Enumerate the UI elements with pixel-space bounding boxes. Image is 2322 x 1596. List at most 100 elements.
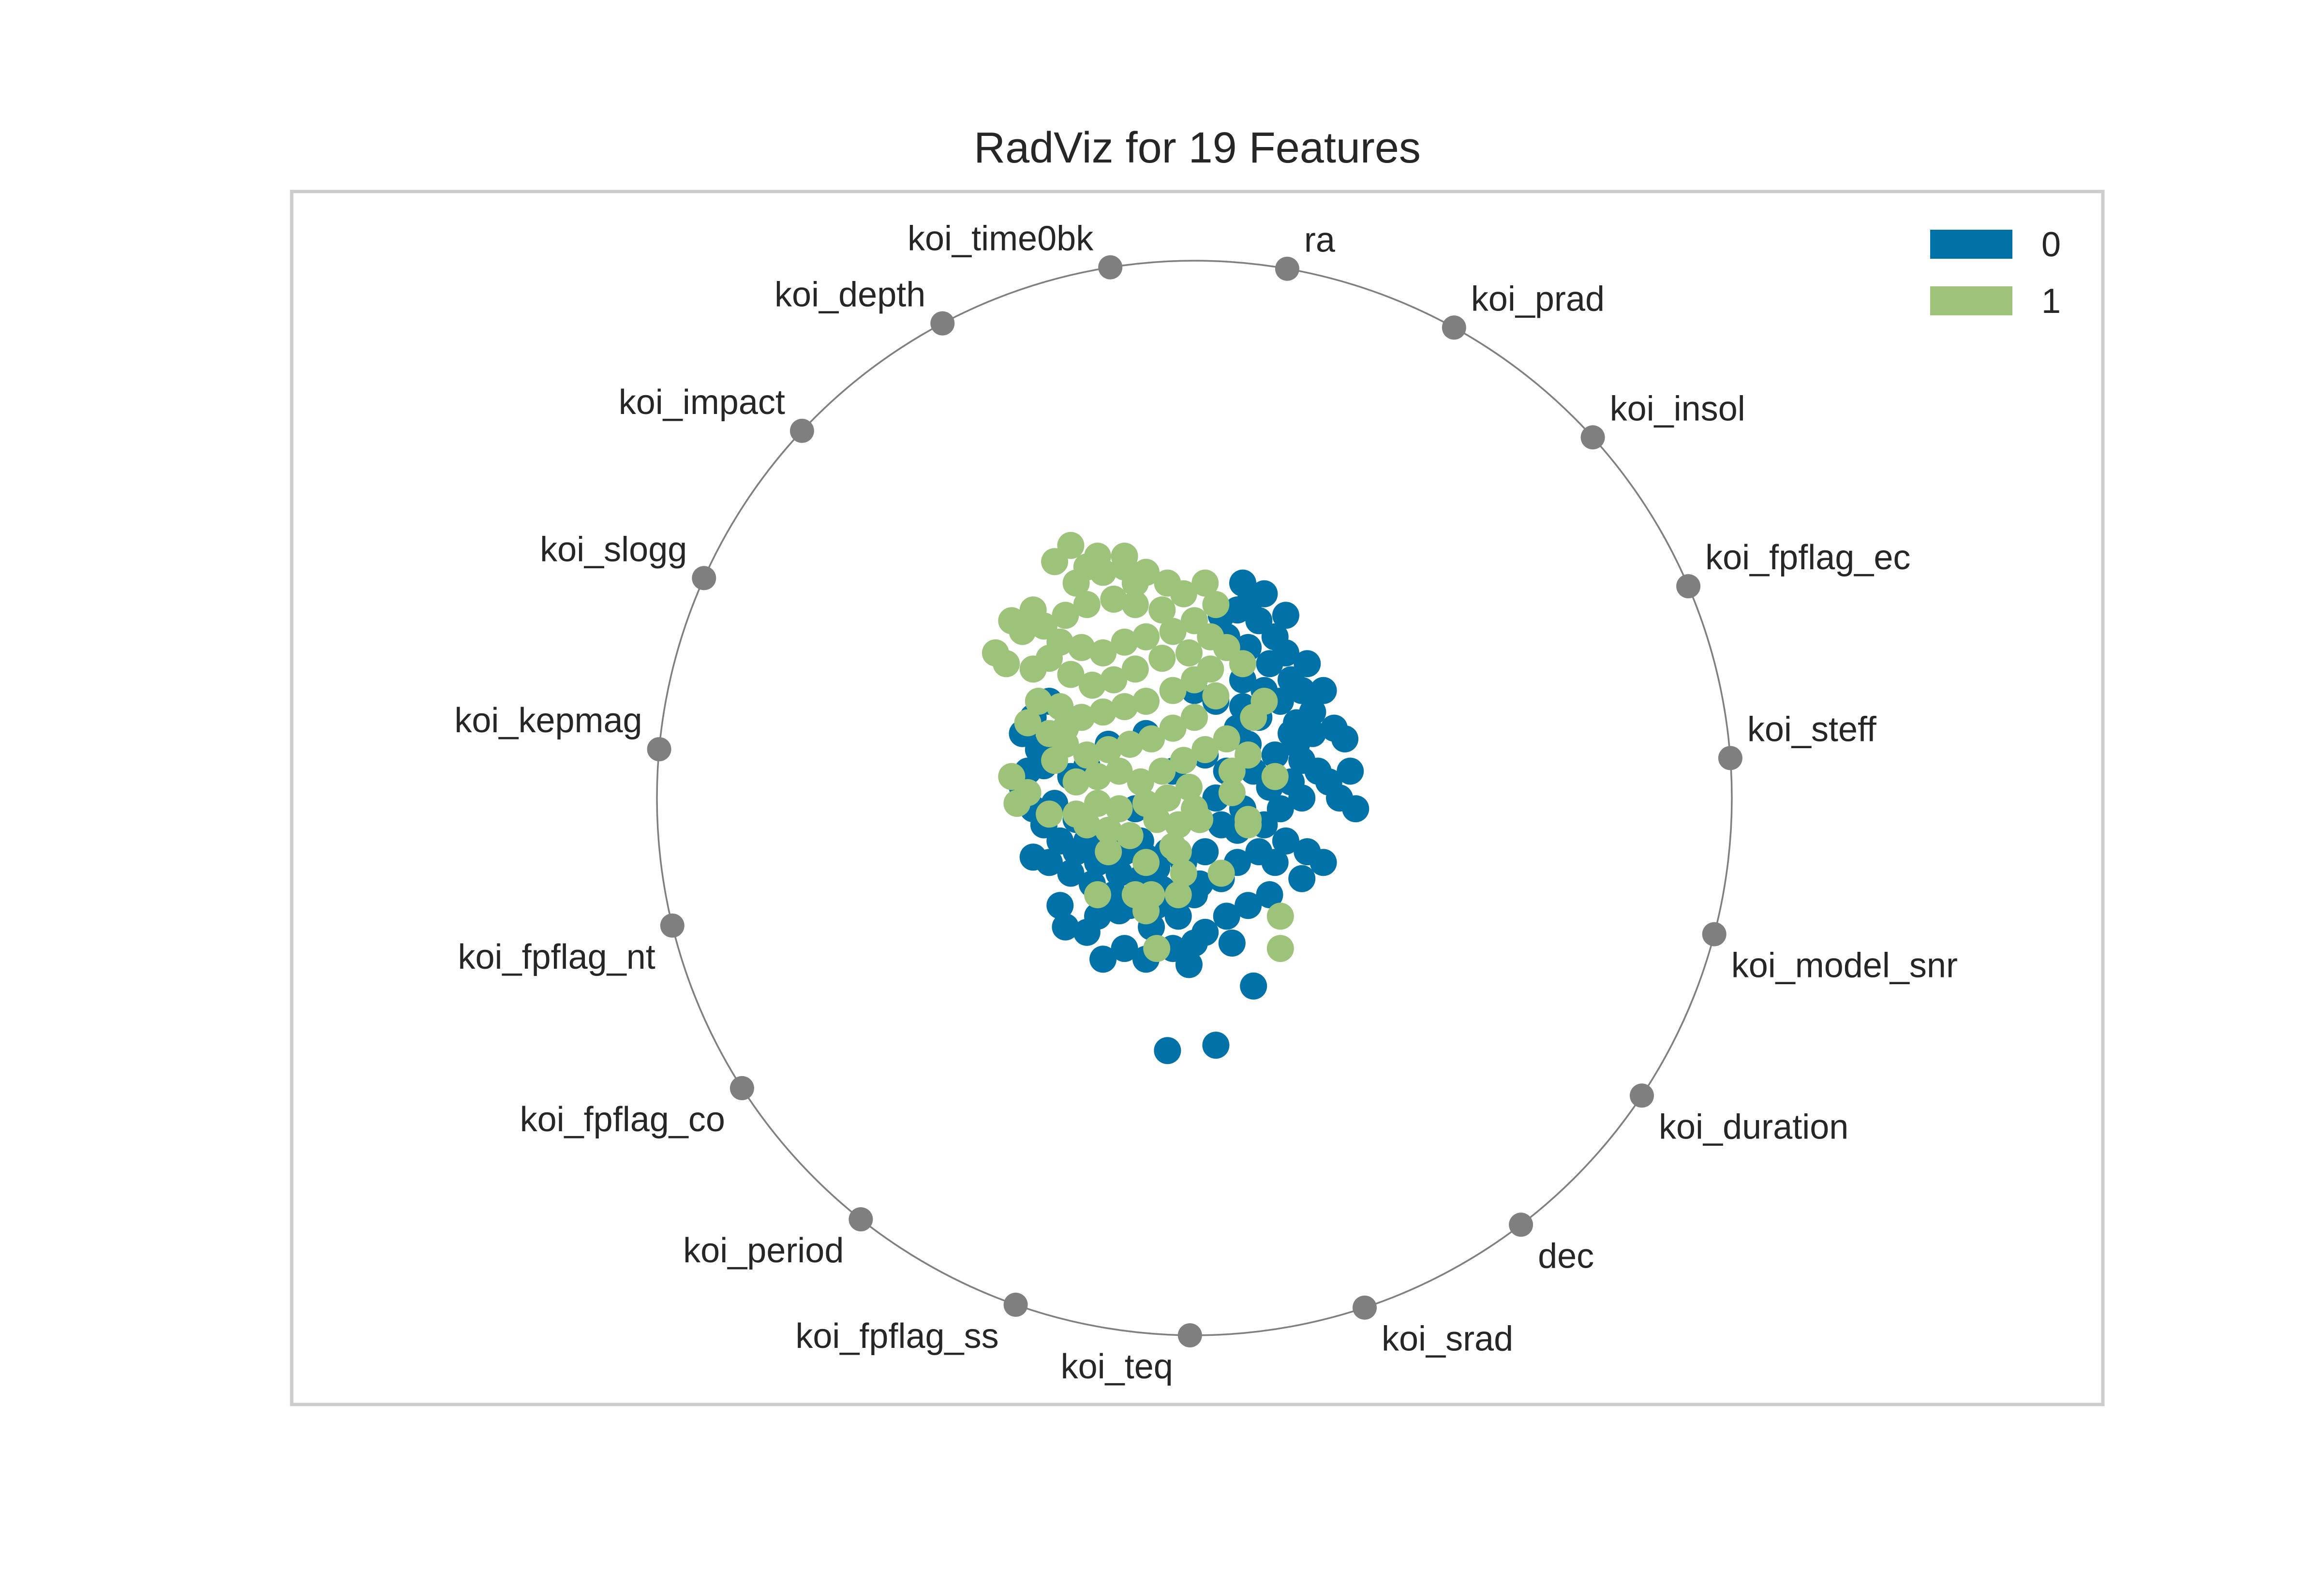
anchor-koi_duration: [1630, 1083, 1654, 1108]
point-class-1-49: [1084, 763, 1111, 790]
anchor-dec: [1509, 1212, 1533, 1237]
point-class-1-102: [1197, 623, 1224, 650]
point-class-1-39: [1202, 682, 1230, 709]
point-class-1-65: [1116, 822, 1144, 849]
point-class-1-104: [1132, 897, 1160, 925]
point-class-1-20: [1159, 618, 1187, 645]
point-class-0-110: [1261, 849, 1289, 876]
point-class-1-83: [1202, 591, 1230, 618]
point-class-1-26: [1078, 671, 1106, 699]
point-class-1-36: [1159, 677, 1187, 704]
point-class-1-17: [1089, 639, 1117, 666]
point-class-0-68: [1111, 935, 1138, 962]
point-class-0-8: [1288, 677, 1316, 704]
point-class-1-88: [1218, 779, 1246, 806]
point-class-1-50: [1105, 757, 1133, 785]
point-class-1-29: [1019, 655, 1047, 683]
point-class-1-42: [1138, 725, 1165, 753]
anchor-koi_depth: [930, 311, 955, 336]
point-class-1-62: [1143, 806, 1171, 833]
point-class-1-70: [998, 763, 1026, 790]
anchor-label-koi_srad: koi_srad: [1382, 1320, 1513, 1359]
legend-swatch-0: [1930, 230, 2012, 259]
point-class-1-59: [1105, 795, 1133, 823]
point-class-0-66: [1175, 951, 1203, 978]
point-class-0-113: [1299, 720, 1326, 747]
point-class-1-84: [1191, 569, 1219, 597]
point-class-1-109: [1052, 714, 1079, 742]
point-class-1-100: [1057, 532, 1085, 559]
anchor-label-koi_kepmag: koi_kepmag: [454, 701, 642, 740]
point-class-0-76: [1218, 930, 1246, 957]
anchor-koi_fpflag_nt: [660, 913, 685, 938]
point-class-1-40: [1181, 704, 1208, 731]
point-class-1-110: [1003, 790, 1031, 817]
point-class-1-89: [1181, 795, 1208, 823]
point-class-1-77: [1095, 838, 1122, 866]
point-class-1-6: [1170, 580, 1197, 607]
point-class-0-73: [1154, 1037, 1181, 1064]
point-class-0-88: [1294, 650, 1321, 678]
point-class-0-57: [1057, 859, 1085, 887]
point-class-1-99: [1235, 811, 1262, 839]
point-class-1-27: [1057, 661, 1085, 688]
point-class-1-54: [1191, 736, 1219, 763]
anchor-koi_impact: [789, 418, 814, 443]
point-class-1-18: [1111, 628, 1138, 656]
anchor-label-dec: dec: [1538, 1237, 1594, 1275]
point-class-0-81: [1288, 865, 1316, 892]
anchor-koi_insol: [1580, 425, 1605, 450]
point-class-0-123: [1294, 838, 1321, 866]
legend-swatch-1: [1930, 286, 2012, 315]
point-class-1-52: [1148, 757, 1176, 785]
point-class-1-24: [1121, 655, 1149, 683]
anchor-ra: [1275, 256, 1299, 281]
point-class-0-70: [1052, 913, 1079, 941]
point-class-1-106: [1266, 902, 1294, 930]
legend-label-1: 1: [2041, 282, 2061, 321]
point-class-1-23: [1148, 645, 1176, 672]
point-class-1-107: [1266, 935, 1294, 962]
point-class-0-72: [1240, 972, 1267, 1000]
point-class-1-94: [1170, 859, 1197, 887]
legend: 0 1: [1930, 225, 2061, 321]
plot-frame: [290, 190, 2105, 1406]
point-class-0-107: [1207, 811, 1235, 839]
point-class-1-31: [1046, 693, 1074, 721]
point-class-1-13: [1019, 596, 1047, 624]
point-class-1-76: [1132, 849, 1160, 876]
anchor-koi_slogg: [692, 566, 716, 591]
point-class-0-71: [1089, 946, 1117, 973]
point-class-1-105: [1164, 838, 1192, 866]
point-class-1-16: [1068, 634, 1095, 661]
point-class-1-92: [1084, 881, 1111, 908]
anchor-label-ra: ra: [1304, 221, 1336, 260]
anchor-label-koi_period: koi_period: [683, 1231, 844, 1270]
point-class-1-71: [1041, 747, 1069, 774]
point-class-0-86: [1315, 768, 1342, 796]
anchor-label-koi_depth: koi_depth: [774, 276, 925, 314]
legend-label-0: 0: [2041, 225, 2061, 264]
point-class-1-101: [1111, 543, 1138, 570]
anchor-koi_fpflag_co: [729, 1076, 754, 1100]
point-class-1-34: [1111, 693, 1138, 721]
anchor-koi_steff: [1718, 746, 1742, 770]
point-class-1-79: [1235, 741, 1262, 769]
point-class-0-58: [1046, 892, 1074, 919]
point-class-0-67: [1181, 930, 1208, 957]
point-class-0-15: [1261, 741, 1289, 769]
point-class-1-95: [1207, 859, 1235, 887]
point-class-1-44: [1095, 736, 1122, 763]
point-class-1-51: [1127, 768, 1154, 796]
point-class-0-54: [1191, 838, 1219, 866]
anchor-label-koi_time0bk: koi_time0bk: [908, 220, 1094, 258]
point-class-0-91: [1235, 591, 1262, 618]
points-layer: [982, 532, 1369, 1064]
chart-title: RadViz for 19 Features: [974, 124, 1421, 172]
point-class-0-77: [1235, 892, 1262, 919]
anchor-koi_prad: [1442, 315, 1466, 340]
point-class-1-43: [1116, 730, 1144, 758]
point-class-1-86: [1084, 543, 1111, 570]
anchor-label-koi_model_snr: koi_model_snr: [1731, 946, 1958, 985]
